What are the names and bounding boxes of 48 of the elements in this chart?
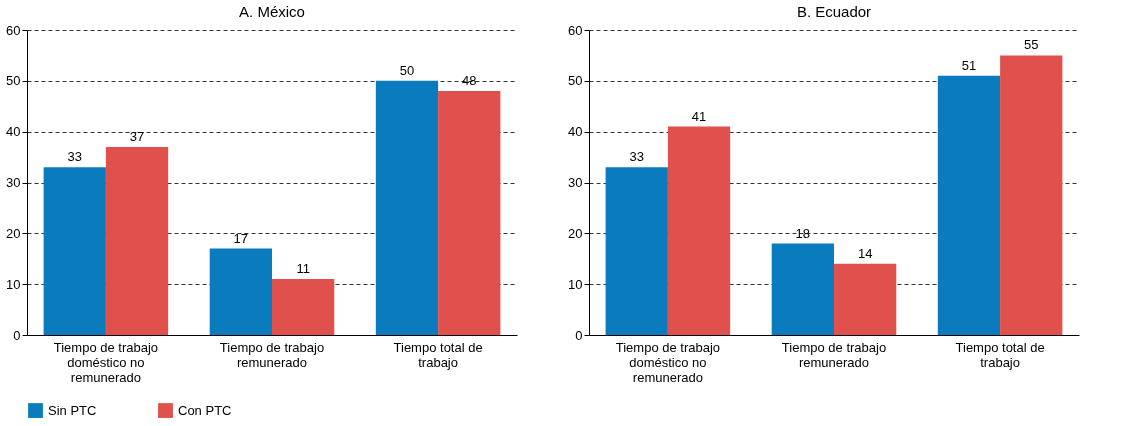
y-tick-label: 10 [6, 276, 21, 292]
data-label: 33 [629, 149, 644, 165]
data-label: 55 [1024, 37, 1039, 53]
y-tick-label: 40 [568, 124, 583, 140]
y-tick-label: 40 [6, 124, 21, 140]
x-tick-label: Tiempo de trabajo doméstico no remunerado [53, 339, 159, 385]
y-tick-label: 60 [6, 22, 21, 38]
y-tick-label: 30 [568, 175, 583, 190]
chart-title: A. México [239, 3, 305, 20]
y-tick-label: 0 [575, 327, 583, 343]
bar [834, 263, 897, 335]
legend-label: Sin PTC [48, 402, 97, 418]
bar [605, 167, 668, 335]
data-label: 37 [129, 128, 145, 144]
y-tick-label: 10 [568, 276, 583, 292]
legend-label: Con PTC [178, 402, 232, 418]
data-label: 17 [233, 230, 249, 246]
y-tick-label: 50 [568, 73, 583, 89]
y-tick-label: 50 [6, 73, 21, 89]
x-tick-label: Tiempo de trabajo doméstico no remunerado [615, 339, 721, 385]
data-label: 18 [795, 225, 811, 241]
bar [43, 167, 106, 335]
data-label: 51 [961, 57, 977, 73]
data-label: 33 [67, 149, 82, 165]
bar [105, 146, 169, 335]
data-label: 11 [296, 261, 310, 277]
x-tick-label: Tiempo total de trabajo [393, 339, 483, 370]
y-tick-label: 20 [568, 225, 583, 241]
bar [937, 75, 1001, 335]
x-tick-label: Tiempo total de trabajo [955, 339, 1045, 370]
bar [375, 80, 439, 335]
y-tick-label: 20 [6, 225, 21, 241]
y-tick-label: 0 [13, 327, 21, 343]
data-label: 48 [462, 73, 477, 88]
bar [771, 243, 834, 335]
y-tick-label: 30 [6, 175, 21, 190]
data-label: 50 [399, 62, 415, 78]
x-tick-label: Tiempo de trabajo remunerado [781, 339, 887, 370]
y-tick-label: 60 [568, 22, 583, 38]
bar [667, 126, 731, 335]
bar [438, 91, 501, 335]
chart-title: B. Ecuador [796, 3, 872, 20]
data-label: 14 [857, 245, 873, 261]
bar [209, 248, 272, 335]
x-tick-label: Tiempo de trabajo remunerado [219, 339, 325, 370]
data-label: 41 [691, 108, 707, 124]
bar [272, 279, 335, 335]
bar [1000, 55, 1063, 335]
